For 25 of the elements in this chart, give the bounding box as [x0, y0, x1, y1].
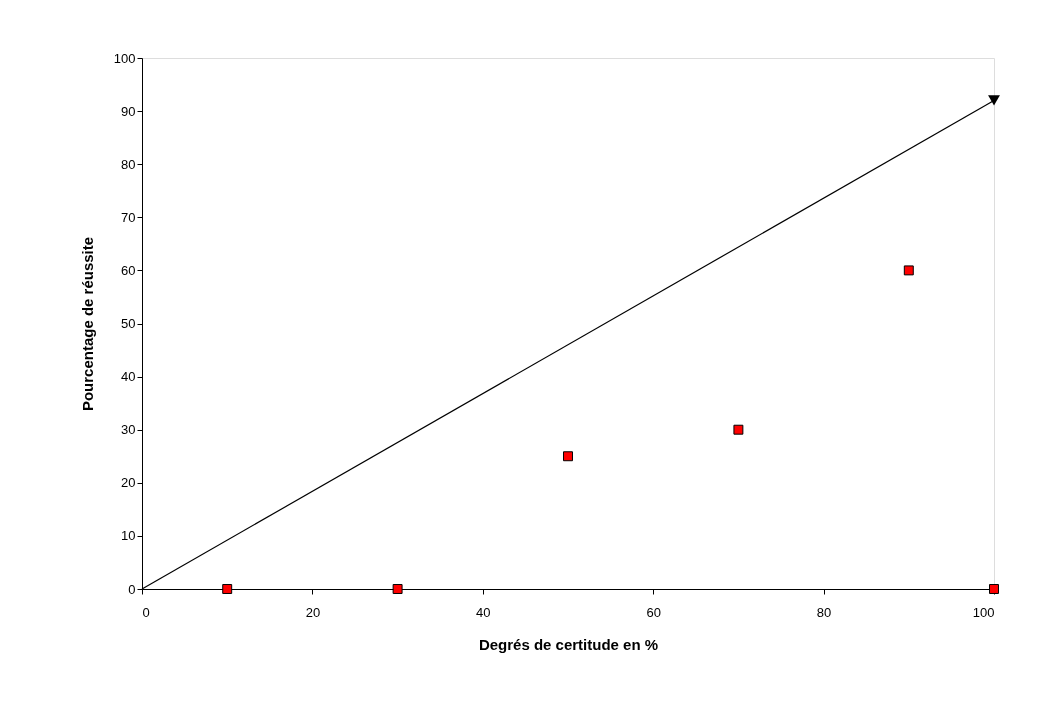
y-axis-title: Pourcentage de réussite	[78, 236, 96, 412]
y-tick-label: 60	[121, 262, 136, 278]
point	[222, 584, 233, 594]
x-axis-title: Degrés de certitude en %	[478, 635, 659, 653]
x-tick-label: 0	[142, 604, 150, 620]
x-tick-label: 80	[816, 604, 832, 620]
point	[733, 424, 744, 435]
y-tick-label: 0	[128, 581, 136, 597]
y-tick-label: 100	[113, 50, 136, 66]
x-tick-label: 60	[646, 604, 661, 620]
y-tick-label: 50	[121, 316, 136, 331]
point	[392, 584, 403, 594]
y-tick-label: 40	[121, 369, 136, 385]
point	[989, 584, 999, 594]
point	[563, 451, 573, 462]
x-tick-label: 20	[305, 604, 321, 620]
y-tick-label: 70	[121, 209, 136, 225]
x-tick-label: 100	[972, 604, 995, 620]
y-tick-label: 20	[121, 475, 136, 491]
y-tick-label: 30	[121, 422, 136, 438]
y-tick-label: 90	[121, 103, 136, 119]
y-tick-label: 80	[121, 156, 136, 172]
point	[903, 265, 914, 276]
y-tick-label: 10	[121, 528, 136, 544]
x-tick-label: 40	[476, 604, 491, 620]
